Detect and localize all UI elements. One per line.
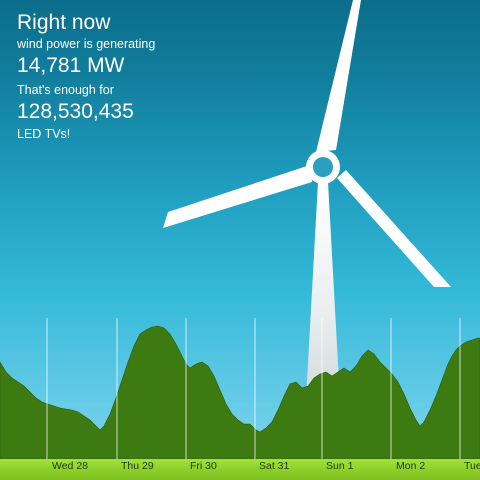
generation-area <box>0 325 480 460</box>
turbine-blade-right <box>337 170 451 287</box>
day-label-thu: Thu 29 <box>121 460 154 472</box>
generating-label: wind power is generating <box>17 37 156 51</box>
unit-label: LED TVs! <box>17 127 71 141</box>
timeline-bar <box>0 459 480 480</box>
day-label-tue: Tue <box>464 460 480 472</box>
day-label-sat: Sat 31 <box>259 460 290 472</box>
day-label-sun: Sun 1 <box>326 460 354 472</box>
day-label-mon: Mon 2 <box>396 460 426 472</box>
count-value: 128,530,435 <box>17 100 134 123</box>
power-value: 14,781 MW <box>17 54 125 77</box>
enough-label: That's enough for <box>17 83 114 97</box>
turbine-blade-top <box>316 0 361 152</box>
turbine-blade-left <box>163 165 312 228</box>
wind-turbine-icon <box>163 0 451 287</box>
day-label-fri: Fri 30 <box>190 460 217 472</box>
turbine-hub-center <box>313 157 333 177</box>
day-gridlines <box>46 318 461 459</box>
headline: Right now <box>17 11 111 34</box>
stats-panel: Right now wind power is generating 14,78… <box>17 10 155 142</box>
day-label-wed: Wed 28 <box>52 460 88 472</box>
turbine-tower <box>306 182 340 400</box>
